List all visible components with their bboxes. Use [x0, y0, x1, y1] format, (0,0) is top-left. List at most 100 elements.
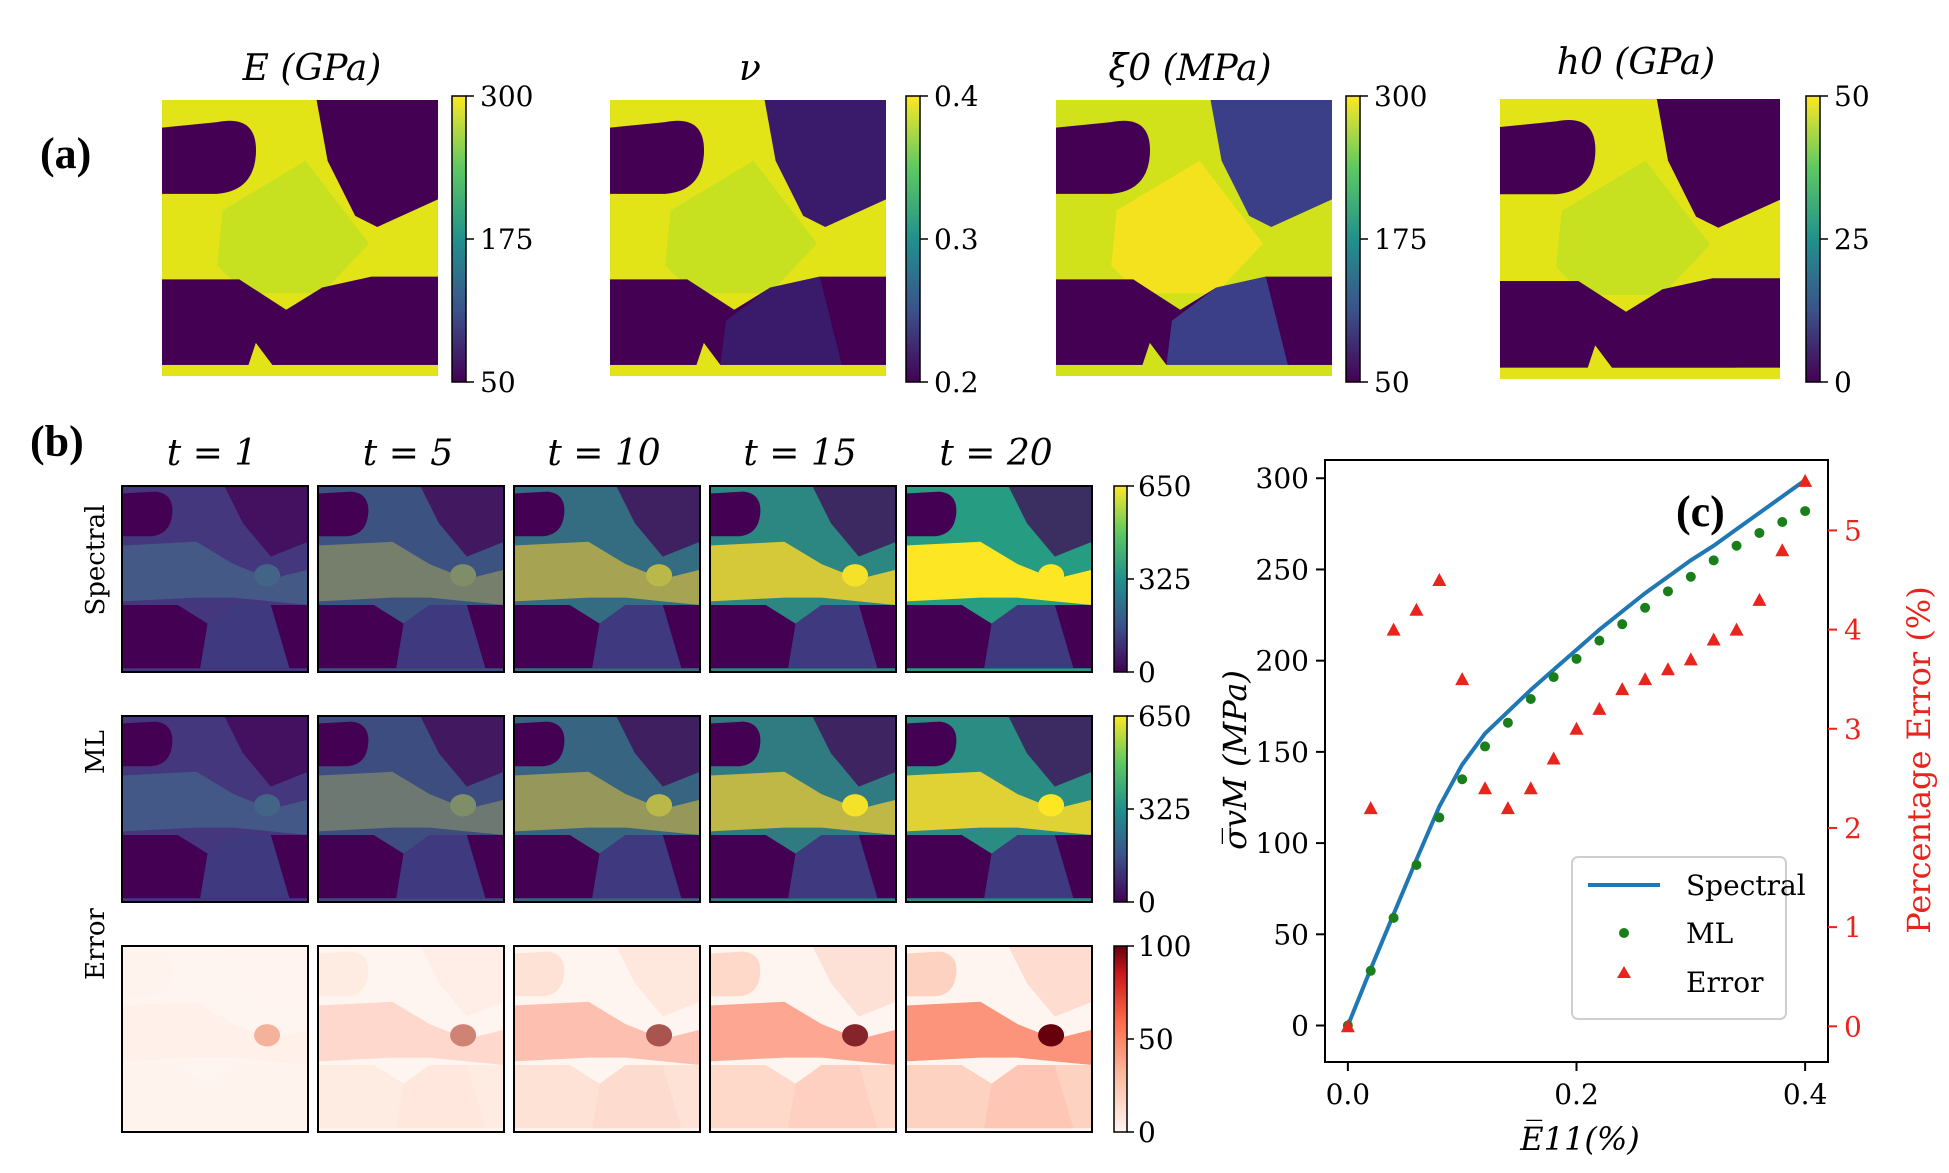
field-map-frame — [709, 715, 897, 903]
field-map-image — [906, 946, 1092, 1132]
legend-box — [1571, 856, 1787, 1020]
field-map-frame — [317, 485, 505, 673]
ml-point — [1502, 717, 1513, 728]
field-map-frame — [121, 945, 309, 1133]
series-line-spectral — [1346, 478, 1807, 1027]
colorbar-ml: 650 325 0 — [1113, 700, 1191, 919]
field-map-frame — [709, 945, 897, 1133]
legend: Spectral ML Error — [1571, 856, 1806, 1020]
time-label: t = 1 — [167, 433, 257, 474]
grain-map-image — [610, 100, 886, 376]
panel-c: (c) 0.0 0.2 0.4 0 50 100 150 200 250 300 0 1 2 3 4 5 E̅… — [1216, 459, 1938, 1158]
ml-point — [1411, 859, 1422, 870]
error-point — [1569, 721, 1584, 735]
error-point — [1386, 622, 1401, 636]
ml-point — [1777, 517, 1788, 528]
field-map-image — [514, 486, 700, 672]
panel-label-c: (c) — [1676, 487, 1725, 536]
colorbar-tick: 50 — [1138, 1023, 1174, 1056]
ml-point — [1685, 571, 1696, 582]
map-title: E (GPa) — [242, 48, 382, 89]
field-map-frame — [905, 485, 1093, 673]
colorbar-tick: 25 — [1834, 223, 1870, 256]
panel-a: E (GPa) 300 175 50 ν 0.4 0.3 0.2 ξ0 (MPa… — [162, 42, 1870, 399]
field-map-frame — [513, 485, 701, 673]
panel-label-b: (b) — [30, 417, 84, 466]
colorbar-tick: 650 — [1138, 470, 1191, 503]
colorbar — [1345, 95, 1361, 383]
y2-tick-label: 3 — [1844, 713, 1862, 746]
field-map-image — [906, 716, 1092, 902]
error-point — [1775, 543, 1790, 557]
y2-tick-label: 0 — [1844, 1010, 1862, 1043]
error-point — [1523, 781, 1538, 795]
error-point — [1798, 473, 1813, 487]
ml-point — [1457, 774, 1468, 785]
error-point — [1660, 662, 1675, 676]
error-point — [1340, 1019, 1355, 1033]
grain-map-image — [162, 100, 438, 376]
field-map-image — [710, 486, 896, 672]
time-label: t = 5 — [363, 433, 453, 474]
y2-tick-label: 5 — [1844, 514, 1862, 547]
error-point — [1683, 652, 1698, 666]
y-tick-label: 50 — [1273, 918, 1309, 951]
legend-marker-ml — [1619, 928, 1629, 938]
colorbar-tick: 325 — [1138, 563, 1191, 596]
colorbar-tick: 50 — [1374, 366, 1410, 399]
colorbar-error: 100 50 0 — [1113, 930, 1191, 1149]
map-title: h0 (GPa) — [1557, 42, 1715, 83]
colorbar-tick: 175 — [1374, 223, 1427, 256]
y-tick-label: 100 — [1256, 827, 1309, 860]
colorbar-tick: 300 — [480, 80, 533, 113]
colorbar-tick: 0 — [1138, 656, 1156, 689]
field-map-image — [122, 486, 308, 672]
ml-point — [1662, 586, 1673, 597]
field-map-image — [318, 486, 504, 672]
colorbar-tick: 0.3 — [934, 223, 979, 256]
colorbar-tick: 100 — [1138, 930, 1191, 963]
error-point — [1638, 672, 1653, 686]
error-point — [1432, 573, 1447, 587]
field-map-frame — [513, 715, 701, 903]
ml-point — [1800, 506, 1811, 517]
field-map-frame — [513, 945, 701, 1133]
field-map-frame — [317, 715, 505, 903]
y-tick-label: 150 — [1256, 736, 1309, 769]
field-map-frame — [905, 715, 1093, 903]
error-point — [1455, 672, 1470, 686]
ml-point — [1754, 527, 1765, 538]
colorbar — [905, 95, 921, 383]
colorbar-tick: 0 — [1834, 366, 1852, 399]
ml-point — [1525, 693, 1536, 704]
y-axis-label: σ̅vM (MPa) — [1216, 670, 1254, 850]
grain-map-image — [1056, 100, 1332, 376]
field-map-image — [906, 486, 1092, 672]
error-point — [1706, 632, 1721, 646]
y2-tick-label: 4 — [1844, 614, 1862, 647]
error-point — [1592, 701, 1607, 715]
panel-b: t = 1 t = 5 t = 10 t = 15 t = 20 Spectra… — [81, 433, 1191, 1149]
legend-label: ML — [1686, 917, 1733, 950]
colorbar — [451, 95, 467, 383]
colorbar-tick: 0 — [1138, 1116, 1156, 1149]
field-map-image — [710, 716, 896, 902]
ml-point — [1708, 555, 1719, 566]
map-youngs-modulus: E (GPa) 300 175 50 — [162, 48, 533, 399]
field-map-frame — [317, 945, 505, 1133]
y2-axis-label: Percentage Error (%) — [1900, 586, 1938, 933]
map-title: ν — [739, 48, 761, 89]
map-poisson-ratio: ν 0.4 0.3 0.2 — [610, 48, 979, 399]
colorbar — [1805, 95, 1821, 383]
error-point — [1500, 801, 1515, 815]
y-tick-label: 300 — [1256, 462, 1309, 495]
field-map-frame — [121, 485, 309, 673]
field-map-image — [710, 946, 896, 1132]
field-map-image — [122, 716, 308, 902]
field-map-frame — [709, 485, 897, 673]
colorbar-tick: 0.2 — [934, 366, 979, 399]
ml-point — [1731, 540, 1742, 551]
row-label-spectral: Spectral — [81, 504, 111, 615]
map-initial-strength: ξ0 (MPa) 300 175 50 — [1056, 48, 1427, 399]
legend-marker-error — [1617, 966, 1631, 978]
